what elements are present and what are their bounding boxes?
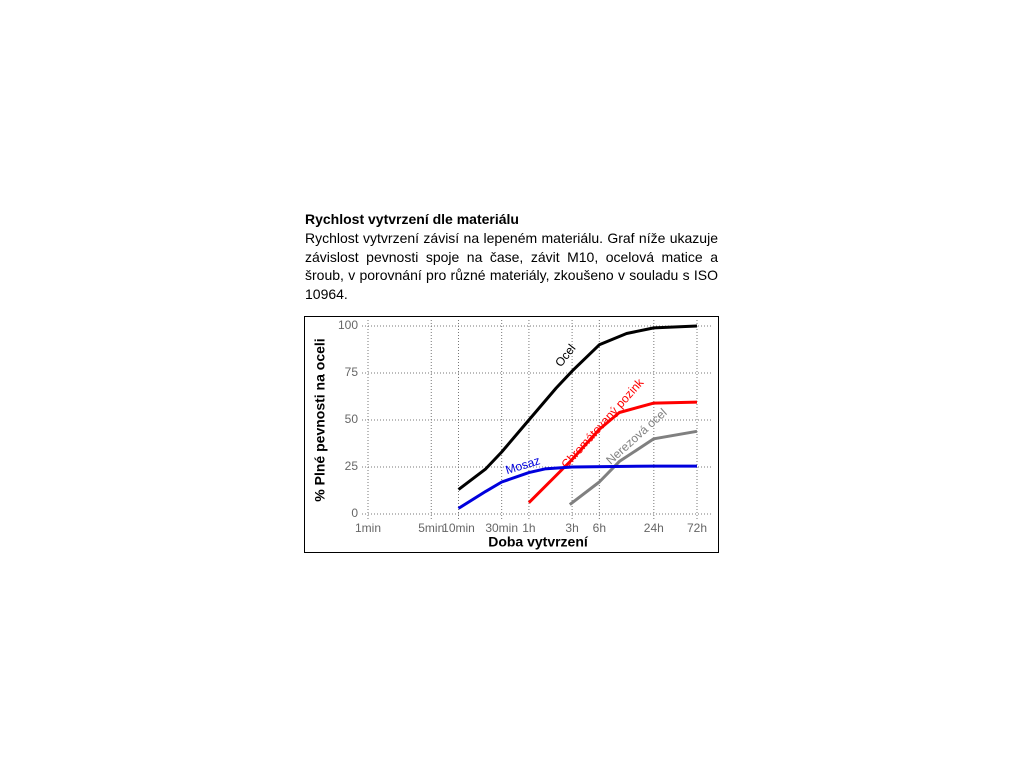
series-label: Ocel	[552, 341, 578, 369]
y-tick-label: 100	[338, 318, 358, 332]
x-tick-label: 5min	[418, 521, 444, 535]
x-tick-label: 6h	[593, 521, 606, 535]
series-line	[457, 464, 697, 510]
x-tick-label: 1h	[522, 521, 535, 535]
series-line	[457, 324, 698, 491]
y-tick-label: 75	[345, 365, 359, 379]
series-line	[568, 429, 698, 506]
x-tick-label: 24h	[644, 521, 664, 535]
x-tick-label: 1min	[355, 521, 381, 535]
chart-frame	[304, 316, 719, 553]
x-axis-title: Doba vytvrzení	[488, 534, 589, 550]
y-axis-title: % Plné pevnosti na oceli	[312, 338, 328, 501]
heading: Rychlost vytvrzení dle materiálu	[305, 211, 519, 227]
y-tick-label: 0	[351, 506, 358, 520]
y-tick-label: 50	[345, 412, 359, 426]
x-tick-label: 10min	[442, 521, 475, 535]
x-tick-label: 30min	[485, 521, 518, 535]
paragraph: Rychlost vytvrzení závisí na lepeném mat…	[305, 230, 718, 302]
x-tick-label: 3h	[565, 521, 578, 535]
x-tick-label: 72h	[687, 521, 707, 535]
y-tick-label: 25	[345, 459, 359, 473]
